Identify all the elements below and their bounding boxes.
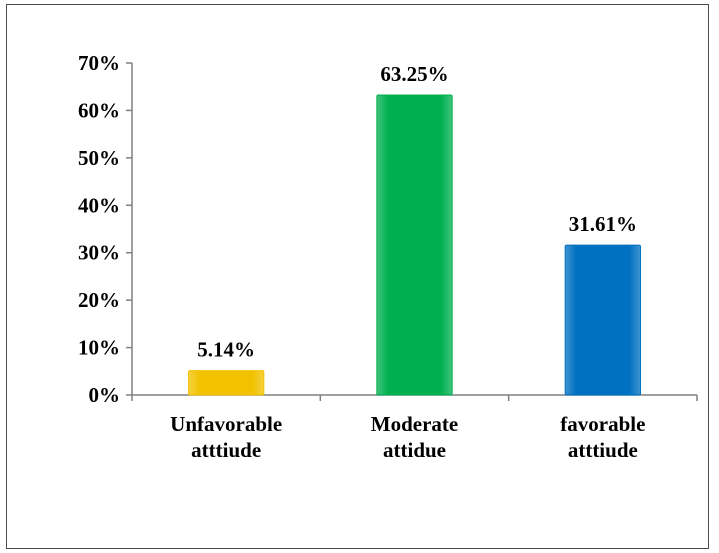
data-labels: 5.14% 63.25% 31.61%: [197, 62, 637, 362]
category-label: Moderate attidue: [371, 412, 458, 462]
y-tick-label: 50%: [78, 146, 120, 170]
y-tick-label: 20%: [78, 288, 120, 312]
y-tick-label: 70%: [78, 51, 120, 75]
data-label: 5.14%: [197, 338, 255, 362]
data-label: 63.25%: [380, 62, 448, 86]
category-labels: Unfavorable atttiude Moderate attidue favora…: [170, 412, 645, 462]
category-label: Unfavorable atttiude: [170, 412, 282, 462]
x-axis: [131, 394, 698, 401]
bar-chart: 0% 10% 20% 30% 40% 50% 60% 70% 5.14% 63.25% 31.61…: [78, 51, 698, 462]
category-label: favorable atttiude: [560, 412, 645, 462]
bar: [376, 94, 453, 396]
y-tick-label: 0%: [89, 383, 121, 407]
y-tick-label: 60%: [78, 98, 120, 122]
bars: [188, 94, 642, 396]
bar: [564, 244, 642, 396]
y-tick-label: 30%: [78, 241, 120, 265]
bar: [188, 370, 265, 396]
chart-frame: 0% 10% 20% 30% 40% 50% 60% 70% 5.14% 63.25% 31.61…: [6, 4, 709, 549]
y-axis: 0% 10% 20% 30% 40% 50% 60% 70%: [78, 51, 133, 407]
y-tick-label: 10%: [78, 336, 120, 360]
y-tick-label: 40%: [78, 193, 120, 217]
data-label: 31.61%: [569, 212, 637, 236]
